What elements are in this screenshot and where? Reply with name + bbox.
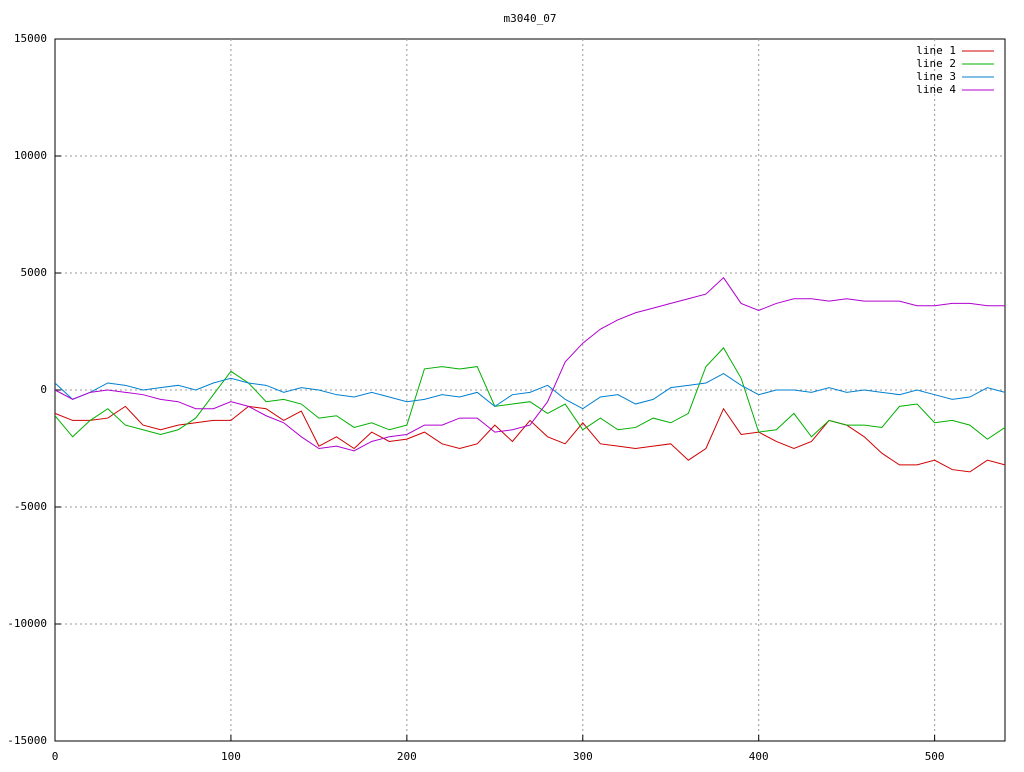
y-tick-label: 5000 [21,266,48,279]
legend-label: line 4 [916,83,956,96]
x-tick-label: 100 [221,750,241,763]
series-line [54,276,1005,452]
x-tick-label: 500 [925,750,945,763]
legend-label: line 1 [916,44,956,57]
x-tick-label: 0 [52,750,59,763]
y-tick-label: 0 [40,383,47,396]
y-tick-label: -5000 [14,500,47,513]
legend-label: line 3 [916,70,956,83]
y-tick-label: 10000 [14,149,47,162]
x-tick-label: 400 [749,750,769,763]
series-line [54,373,1006,410]
y-tick-label: 15000 [14,32,47,45]
y-tick-label: -10000 [7,617,47,630]
legend-label: line 2 [916,57,956,70]
series-line [54,347,1006,440]
chart-title: m3040_07 [504,12,557,25]
y-tick-label: -15000 [7,734,47,747]
x-tick-label: 300 [573,750,593,763]
x-tick-label: 200 [397,750,417,763]
